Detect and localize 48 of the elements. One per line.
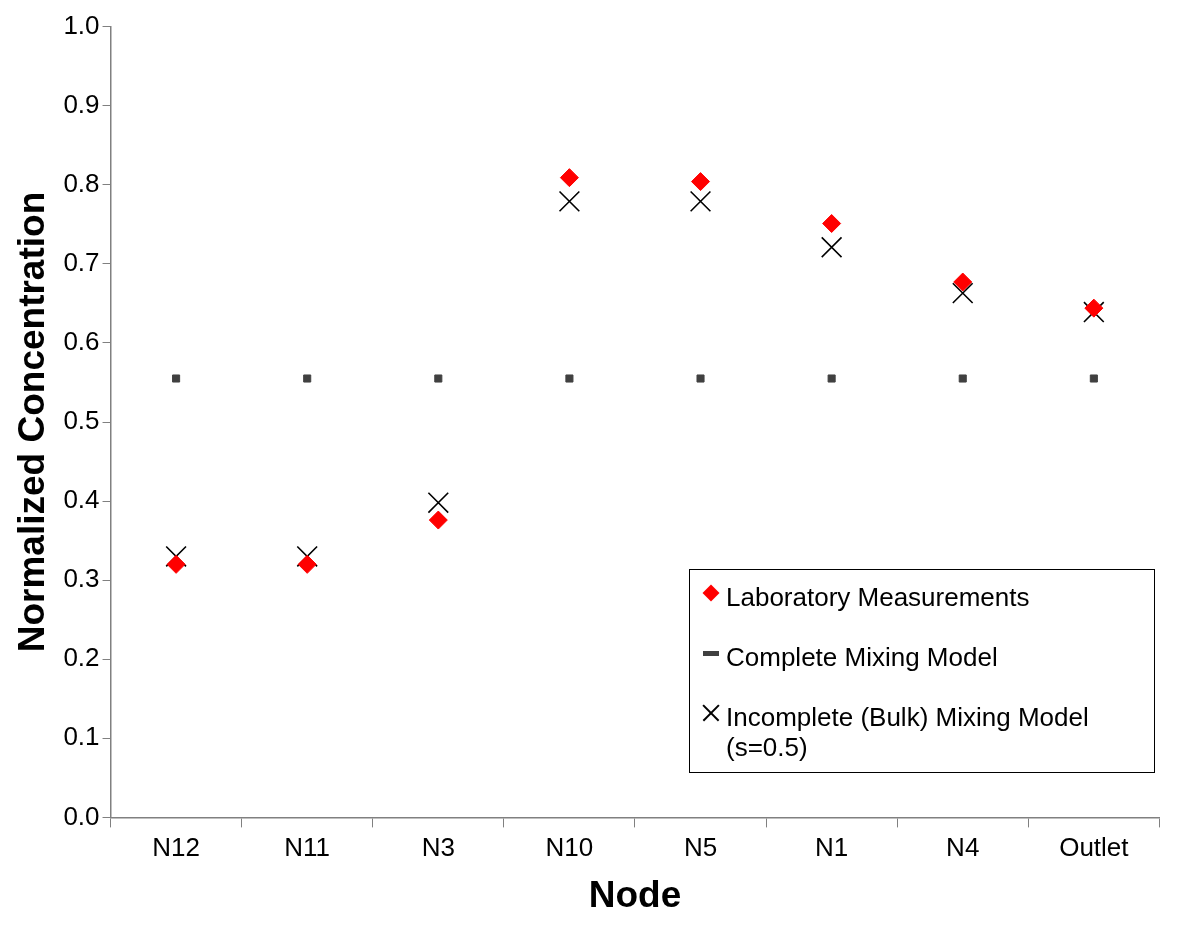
point — [434, 374, 443, 383]
point — [952, 282, 974, 304]
point — [296, 545, 318, 568]
point — [297, 554, 317, 574]
x-axis-title: Node — [588, 874, 682, 915]
x-tick-label: N1 — [815, 832, 849, 863]
point — [303, 374, 312, 383]
y-tick-label: 0.9 — [63, 88, 100, 119]
point — [428, 510, 448, 530]
x-tick-label: Outlet — [1059, 832, 1130, 863]
x-tick-label: N5 — [683, 832, 718, 863]
y-tick-label: 0.1 — [63, 721, 100, 752]
y-tick-label: 0.2 — [63, 642, 100, 673]
y-tick-label: 0.6 — [63, 326, 100, 357]
x-tick-label: N11 — [284, 832, 331, 863]
x-tick-label: N10 — [545, 832, 594, 863]
y-tick-label: 1.0 — [63, 9, 100, 40]
y-tick-label: 0.4 — [63, 484, 100, 515]
y-tick-label: 0.8 — [63, 167, 100, 198]
point — [1084, 298, 1104, 318]
point — [565, 374, 574, 383]
legend-label: Incomplete (Bulk) Mixing Model (s=0.5) — [726, 702, 1090, 762]
point — [822, 214, 842, 234]
y-tick-label: 0.7 — [63, 247, 100, 278]
point — [165, 545, 187, 568]
point — [558, 190, 581, 213]
x-tick-label: N12 — [152, 832, 200, 863]
y-tick-label: 0.5 — [63, 405, 100, 436]
point — [166, 554, 186, 574]
x-tick-label: N4 — [946, 832, 980, 863]
y-axis-title: Normalized Concentration — [11, 191, 53, 653]
point — [427, 491, 450, 514]
point — [691, 172, 711, 192]
point — [820, 236, 843, 258]
point — [1089, 374, 1098, 383]
point — [827, 374, 836, 383]
legend-label: Complete Mixing Model — [726, 642, 998, 672]
point — [689, 190, 712, 213]
point — [696, 374, 705, 383]
y-tick-label: 0.3 — [63, 563, 100, 594]
point — [958, 374, 967, 383]
point — [559, 168, 579, 188]
legend-label: Laboratory Measurements — [726, 582, 1030, 612]
point — [953, 272, 973, 292]
point — [1083, 301, 1105, 323]
x-tick-label: N3 — [421, 832, 455, 863]
y-tick-label: 0.0 — [63, 800, 100, 831]
point — [172, 374, 181, 383]
